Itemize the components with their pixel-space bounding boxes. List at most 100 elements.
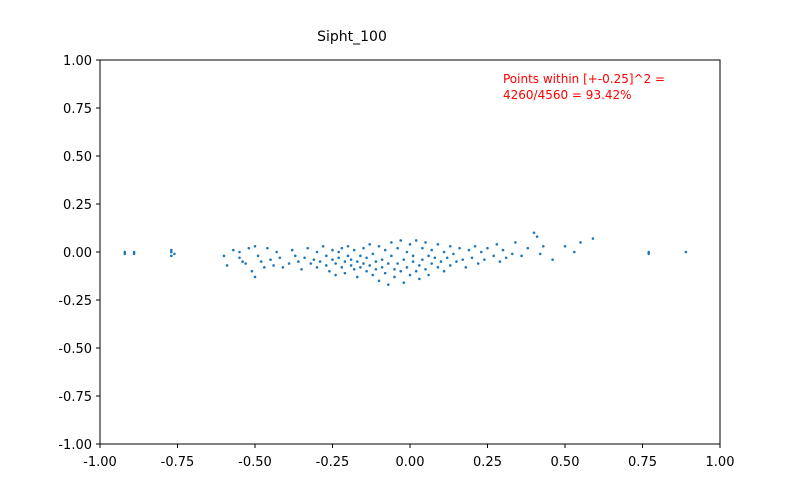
- data-point: [328, 269, 331, 273]
- y-tick-label: 0.75: [63, 102, 92, 117]
- data-point: [532, 231, 536, 235]
- data-point: [250, 269, 254, 273]
- data-point: [368, 264, 372, 267]
- data-point: [520, 254, 523, 258]
- data-point: [365, 269, 368, 273]
- data-point: [383, 271, 387, 275]
- data-point: [269, 258, 272, 261]
- data-point: [442, 269, 446, 273]
- data-point: [318, 260, 322, 263]
- data-point: [253, 275, 257, 279]
- data-point: [374, 260, 378, 263]
- y-tick-label: -0.75: [58, 390, 92, 405]
- data-point: [542, 244, 545, 248]
- x-tick-label: -1.00: [83, 455, 117, 470]
- data-point: [405, 250, 409, 254]
- data-point: [334, 262, 337, 265]
- data-point: [486, 246, 489, 250]
- data-point: [306, 246, 310, 250]
- data-point: [504, 256, 508, 260]
- y-tick-label: 0.50: [63, 150, 92, 165]
- data-point: [346, 244, 350, 248]
- data-point: [396, 246, 399, 250]
- data-point: [387, 262, 390, 265]
- data-point: [436, 243, 440, 246]
- data-point: [433, 256, 437, 260]
- x-tick-label: 0.50: [551, 455, 580, 470]
- y-tick-label: 0.00: [63, 246, 92, 261]
- data-point: [222, 254, 226, 258]
- data-point: [408, 273, 412, 277]
- data-point: [272, 264, 275, 267]
- data-point: [418, 277, 421, 281]
- data-point: [377, 244, 381, 248]
- data-point: [309, 262, 313, 265]
- data-point: [647, 250, 650, 254]
- data-point: [331, 248, 334, 252]
- data-point: [278, 256, 282, 260]
- data-point: [501, 248, 505, 252]
- data-point: [380, 258, 384, 261]
- data-point: [476, 262, 480, 265]
- data-point: [294, 254, 297, 258]
- data-point: [256, 254, 260, 258]
- data-point: [427, 273, 430, 277]
- data-point: [442, 250, 446, 254]
- y-tick-label: -0.25: [58, 294, 92, 309]
- data-point: [377, 279, 381, 283]
- data-point: [445, 256, 449, 260]
- data-point: [356, 260, 359, 263]
- data-point: [349, 264, 353, 267]
- data-point: [470, 256, 474, 260]
- data-point: [349, 258, 353, 261]
- data-point: [396, 262, 399, 265]
- data-point: [591, 237, 595, 240]
- data-point: [514, 241, 517, 244]
- data-point: [551, 258, 554, 261]
- data-point: [123, 250, 127, 254]
- data-point: [563, 244, 567, 248]
- data-point: [421, 258, 424, 261]
- data-point: [371, 252, 375, 256]
- scatter-points: [123, 231, 688, 286]
- data-point: [238, 256, 241, 260]
- data-point: [414, 269, 418, 273]
- data-point: [346, 254, 350, 258]
- data-point: [359, 254, 362, 258]
- data-point: [495, 243, 499, 246]
- data-point: [244, 262, 247, 265]
- data-point: [380, 266, 384, 269]
- data-point: [232, 248, 235, 252]
- data-point: [399, 239, 403, 242]
- data-point: [402, 258, 406, 261]
- data-point: [424, 241, 427, 244]
- data-point: [290, 248, 294, 252]
- data-point: [383, 248, 387, 252]
- data-point: [365, 256, 368, 260]
- data-point: [464, 266, 468, 269]
- data-point: [356, 275, 359, 279]
- data-point: [467, 248, 471, 252]
- data-point: [374, 267, 378, 271]
- data-point: [225, 264, 229, 267]
- data-point: [123, 252, 127, 256]
- data-point: [424, 267, 427, 271]
- data-point: [473, 244, 477, 248]
- data-point: [573, 250, 576, 254]
- x-tick-label: -0.50: [238, 455, 272, 470]
- data-point: [647, 252, 650, 256]
- data-point: [325, 264, 328, 267]
- data-point: [315, 250, 319, 254]
- data-point: [343, 260, 347, 263]
- data-point: [393, 275, 396, 279]
- data-point: [483, 258, 486, 261]
- chart-title: Sipht_100: [317, 29, 387, 45]
- data-point: [275, 250, 279, 254]
- data-point: [362, 262, 365, 265]
- data-point: [421, 246, 424, 250]
- data-point: [297, 260, 300, 263]
- data-point: [352, 267, 356, 271]
- data-point: [321, 244, 325, 248]
- y-tick-label: 0.25: [63, 198, 92, 213]
